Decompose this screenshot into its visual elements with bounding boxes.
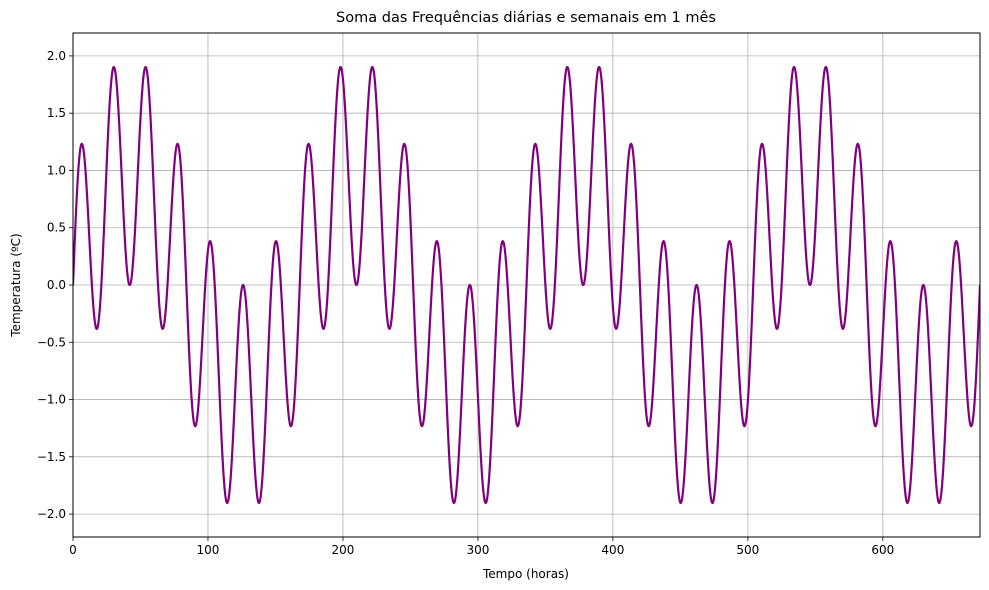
x-tick-label: 400 [601, 543, 624, 557]
x-axis-label: Tempo (horas) [482, 567, 569, 581]
y-tick-label: −1.0 [37, 393, 66, 407]
x-axis: 0 100 200 300 400 500 600 [69, 537, 894, 557]
x-tick-label: 200 [331, 543, 354, 557]
x-tick-label: 500 [736, 543, 759, 557]
x-tick-label: 100 [197, 543, 220, 557]
x-tick-label: 300 [466, 543, 489, 557]
y-tick-label: 0.0 [47, 278, 66, 292]
x-tick-label: 0 [69, 543, 77, 557]
x-tick-label: 600 [871, 543, 894, 557]
plot-area [73, 65, 980, 505]
y-tick-label: −2.0 [37, 507, 66, 521]
grid [72, 33, 980, 537]
y-tick-label: 0.5 [47, 221, 66, 235]
chart-title: Soma das Frequências diárias e semanais … [336, 10, 716, 26]
y-tick-label: −0.5 [37, 335, 66, 349]
y-tick-label: 2.0 [47, 49, 66, 63]
series-line [73, 65, 980, 505]
y-tick-label: 1.5 [47, 106, 66, 120]
y-tick-label: 1.0 [47, 163, 66, 177]
y-tick-label: −1.5 [37, 450, 66, 464]
y-axis: −2.0 −1.5 −1.0 −0.5 0.0 0.5 1.0 1.5 2.0 [37, 49, 73, 521]
y-axis-label: Temperatura (ºC) [9, 233, 23, 337]
